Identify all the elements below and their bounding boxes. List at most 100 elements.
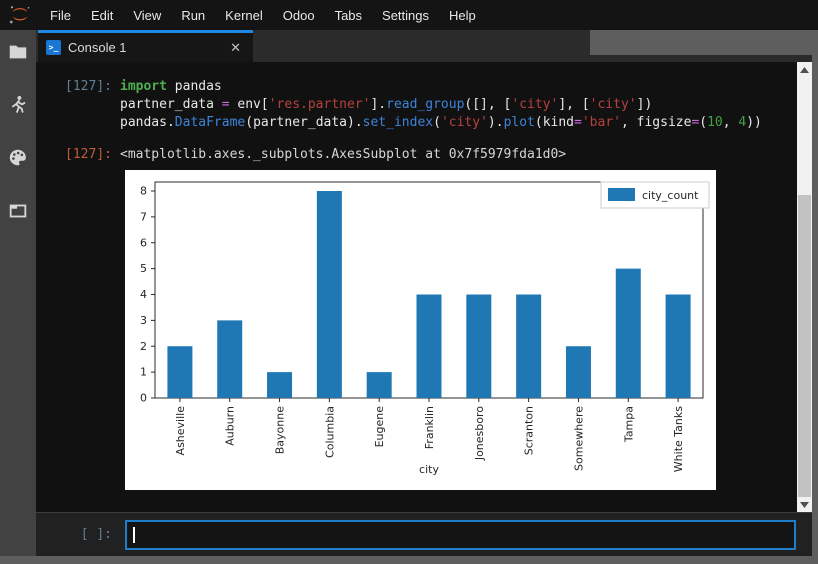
menu-edit[interactable]: Edit [90, 7, 114, 23]
menu-odoo[interactable]: Odoo [282, 7, 315, 23]
menu-help[interactable]: Help [449, 7, 476, 23]
code-token-plain: pandas. [120, 115, 175, 130]
tab-label: Console 1 [68, 40, 127, 55]
cell-output-prompt: [127]: [65, 147, 112, 162]
code-token-operator: = [691, 115, 700, 130]
text-cursor [133, 526, 135, 543]
menu-view[interactable]: View [133, 7, 162, 23]
x-tick-label: Columbia [323, 406, 336, 458]
code-token-plain: ], [ [558, 97, 590, 112]
legend-swatch [608, 188, 635, 201]
menu-settings[interactable]: Settings [382, 7, 430, 23]
menubar-items: File Edit View Run Kernel Odoo Tabs Settings Hel… [40, 0, 486, 30]
x-tick-label: Tampa [622, 406, 635, 443]
code-token-plain: (kind [534, 115, 575, 130]
code-token-plain: ]. [370, 97, 387, 112]
code-token-plain: ). [487, 115, 504, 130]
bar [366, 372, 392, 398]
menu-file[interactable]: File [50, 7, 71, 23]
code-line: pandas.DataFrame(partner_data).set_index… [120, 114, 762, 132]
scrollbar-thumb[interactable] [798, 195, 811, 497]
bar [615, 268, 641, 398]
console-input-box[interactable] [125, 519, 796, 550]
code-token-string: 'bar' [581, 115, 621, 130]
open-tabs-icon [7, 200, 29, 227]
tabbar: >_ Console 1 ✕ [36, 30, 812, 62]
code-token-plain: env[ [229, 97, 269, 112]
bar [565, 346, 591, 398]
files-icon [7, 41, 29, 68]
code-line: partner_data = env['res.partner'].read_g… [120, 96, 762, 114]
code-token-number: 10 [707, 115, 723, 130]
y-tick-label: 0 [140, 392, 147, 405]
code-token-plain: partner_data [120, 97, 222, 112]
code-token-plain: )) [746, 115, 762, 130]
command-palette-icon [7, 147, 29, 174]
vertical-scrollbar[interactable] [797, 62, 812, 512]
y-tick-label: 8 [140, 185, 147, 198]
cell-input-prompt: [127]: [65, 79, 112, 94]
code-token-plain: , [722, 115, 739, 130]
bar [167, 346, 193, 398]
triangle-down-icon [800, 501, 809, 508]
main-body: >_ Console 1 ✕ [127]: import pandas partn… [0, 30, 818, 556]
y-tick-label: 4 [140, 288, 147, 301]
output-text: <matplotlib.axes._subplots.AxesSubplot a… [120, 147, 567, 162]
bar [665, 294, 691, 398]
menubar: File Edit View Run Kernel Odoo Tabs Settings Hel… [0, 0, 818, 30]
console-tab-icon: >_ [46, 40, 61, 55]
triangle-up-icon [800, 66, 809, 73]
code-token-plain: ]) [636, 97, 653, 112]
x-tick-label: Franklin [423, 406, 436, 449]
bar [516, 294, 542, 398]
tab-console-1[interactable]: >_ Console 1 ✕ [38, 30, 253, 62]
x-tick-label: Bayonne [274, 406, 287, 454]
scrollbar-up-button[interactable] [797, 62, 812, 77]
code-editor[interactable]: import pandas partner_data = env['res.par… [120, 78, 762, 132]
menu-kernel[interactable]: Kernel [225, 7, 263, 23]
code-token-number: 4 [738, 115, 747, 130]
legend-label: city_count [642, 189, 699, 202]
code-token-string: 'city' [511, 97, 559, 112]
code-token-operator: = [221, 97, 230, 112]
code-token-method: DataFrame [174, 115, 246, 130]
y-tick-label: 3 [140, 314, 147, 327]
code-cell[interactable]: [127]: import pandas partner_data = env['… [36, 78, 812, 132]
tabbar-empty-area [590, 30, 812, 55]
x-tick-label: Asheville [174, 406, 187, 456]
code-token-keyword: import [120, 79, 167, 94]
window-frame-right [812, 30, 818, 556]
y-tick-label: 1 [140, 366, 147, 379]
app-logo-icon[interactable] [6, 2, 34, 28]
scrollbar-down-button[interactable] [797, 497, 812, 512]
x-tick-label: Somewhere [572, 406, 585, 471]
sidebar-item-running[interactable] [6, 95, 30, 119]
bar [466, 294, 492, 398]
sidebar-item-palette[interactable] [6, 148, 30, 172]
code-line: import pandas [120, 78, 762, 96]
y-tick-label: 2 [140, 340, 147, 353]
code-token-plain: (partner_data). [245, 115, 363, 130]
sidebar-item-tabs[interactable] [6, 201, 30, 225]
bar [217, 320, 243, 398]
code-token-string: 'city' [589, 97, 637, 112]
code-token-plain: pandas [166, 79, 222, 94]
bar-chart-svg: 0 1 2 3 4 5 6 7 8 Asheville Auburn Bayonne Columbia E… [140, 181, 710, 476]
code-token-plain: ( [433, 115, 441, 130]
menu-run[interactable]: Run [181, 7, 206, 23]
x-tick-label: Jonesboro [473, 406, 486, 461]
sidebar-item-files[interactable] [6, 42, 30, 66]
menu-tabs[interactable]: Tabs [334, 7, 363, 23]
x-tick-label: Eugene [373, 406, 386, 448]
bar [267, 372, 293, 398]
x-tick-label: White Tanks [672, 406, 685, 472]
tab-close-button[interactable]: ✕ [230, 39, 241, 55]
code-token-string: 'res.partner' [268, 97, 371, 112]
code-token-method: plot [503, 115, 535, 130]
code-token-method: set_index [362, 115, 434, 130]
bar [416, 294, 442, 398]
y-tick-label: 7 [140, 210, 147, 223]
console-input-prompt: [ ]: [80, 527, 112, 542]
code-token-plain: ([], [ [464, 97, 512, 112]
